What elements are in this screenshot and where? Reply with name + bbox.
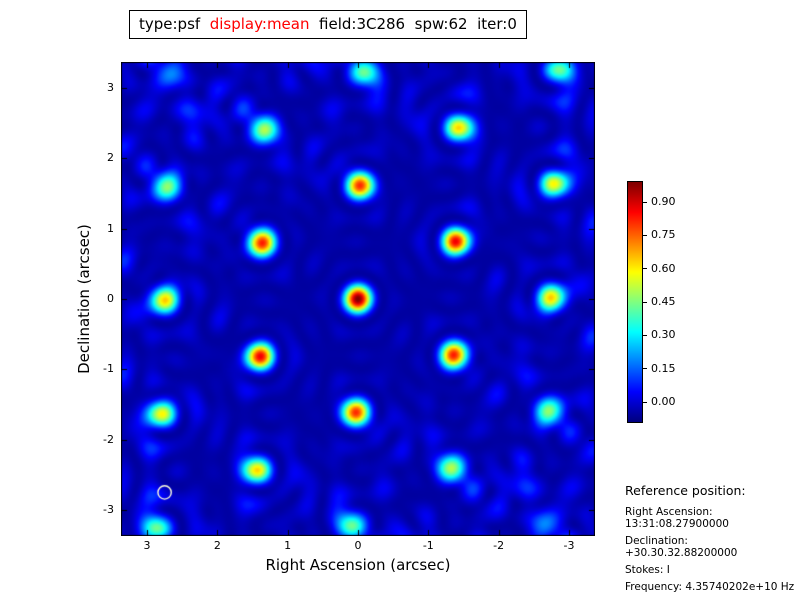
colorbar-tick-label: 0.30 [651, 328, 676, 342]
colorbar [627, 181, 643, 423]
x-tick-label: 3 [143, 539, 151, 552]
colorbar-tick-mark [643, 401, 647, 403]
y-tick-label: 1 [107, 221, 114, 235]
x-tick-label: 2 [213, 539, 221, 552]
colorbar-tick-labels: 0.90 0.75 0.60 0.45 0.30 0.15 0.00 [643, 182, 713, 422]
x-tick-label: -3 [563, 539, 575, 552]
y-tick-label: 2 [107, 151, 114, 165]
reference-header: Reference position: [625, 483, 746, 498]
colorbar-tick-mark [643, 334, 647, 336]
reference-dec: Declination: +30.30.32.88200000 [625, 535, 738, 559]
y-tick-label: -1 [103, 362, 114, 376]
reference-frequency: Frequency: 4.35740202e+10 Hz [625, 581, 795, 593]
colorbar-tick-mark [643, 234, 647, 236]
x-tick-label: 1 [284, 539, 292, 552]
colorbar-tick-mark [643, 268, 647, 270]
reference-stokes: Stokes: I [625, 564, 670, 576]
colorbar-tick-mark [643, 368, 647, 370]
psf-plot-area [121, 62, 595, 536]
title-seg-display: display:mean [209, 15, 310, 33]
psf-heatmap [121, 62, 595, 536]
x-tick-label: -2 [493, 539, 505, 552]
colorbar-tick-mark [643, 201, 647, 203]
title-seg-rest: field:3C286 spw:62 iter:0 [309, 15, 517, 33]
title-seg-type: type:psf [139, 15, 210, 33]
colorbar-tick-label: 0.75 [651, 228, 676, 242]
x-axis-tick-labels: 3 2 1 0 -1 -2 -3 [121, 539, 595, 555]
y-tick-label: -3 [103, 502, 114, 516]
reference-position-block: Reference position: Right Ascension: 13:… [625, 483, 800, 598]
colorbar-tick-label: 0.60 [651, 261, 676, 275]
colorbar-tick-label: 0.90 [651, 195, 676, 208]
x-tick-label: 0 [354, 539, 362, 552]
x-axis-label: Right Ascension (arcsec) [265, 556, 451, 574]
y-tick-label: -2 [103, 432, 114, 446]
colorbar-tick-label: 0.00 [651, 395, 676, 408]
colorbar-tick-label: 0.15 [651, 361, 676, 375]
x-tick-label: -1 [422, 539, 434, 552]
y-axis-tick-labels: 3 2 1 0 -1 -2 -3 [76, 62, 114, 536]
y-axis-label: Declination (arcsec) [75, 224, 93, 374]
colorbar-tick-label: 0.45 [651, 295, 676, 308]
colorbar-gradient [628, 182, 642, 422]
reference-ra: Right Ascension: 13:31:08.27900000 [625, 506, 729, 530]
plot-title: type:psf display:mean field:3C286 spw:62… [129, 10, 527, 39]
y-tick-label: 3 [107, 81, 114, 95]
y-tick-label: 0 [107, 292, 114, 305]
colorbar-tick-mark [643, 301, 647, 303]
